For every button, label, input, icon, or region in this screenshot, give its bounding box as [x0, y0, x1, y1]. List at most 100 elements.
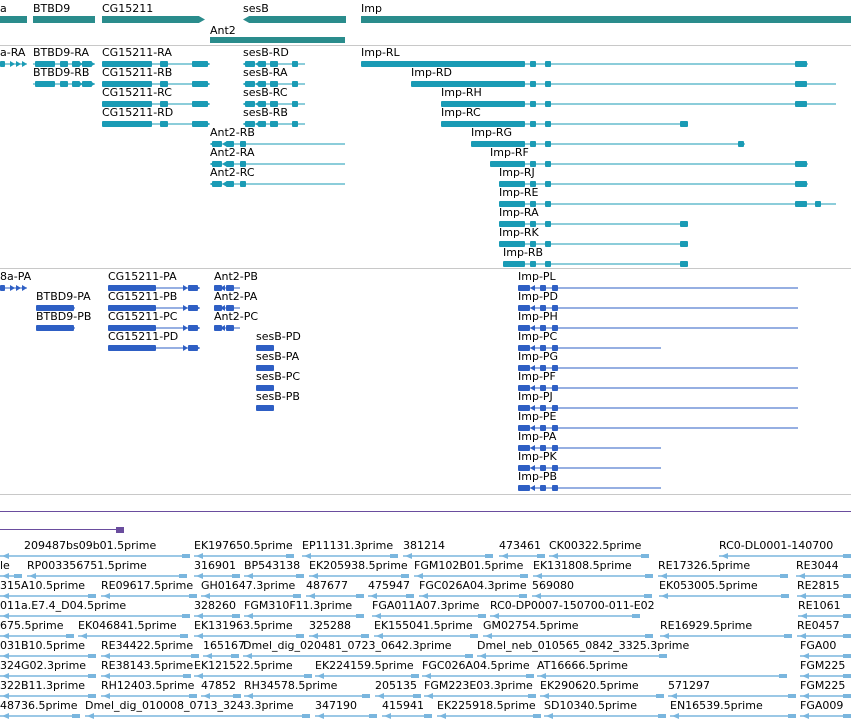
est-feature-arrow[interactable]: [317, 713, 324, 719]
est-label[interactable]: 031B10.5prime: [0, 639, 86, 652]
protein-sesb-p1-strand-arrow[interactable]: [268, 365, 273, 371]
est-feature-arrow[interactable]: [2, 653, 9, 659]
protein-label[interactable]: Imp-PE: [518, 410, 557, 423]
est-label[interactable]: 325288: [309, 619, 351, 632]
transcript-btbd9-rb-strand-arrow[interactable]: [90, 81, 95, 87]
est-label[interactable]: EK053005.5prime: [659, 579, 758, 592]
protein-label[interactable]: Imp-PD: [518, 290, 559, 303]
est-label[interactable]: 47852: [201, 679, 236, 692]
transcript-ant2-r0-strand-arrow[interactable]: [216, 141, 221, 147]
protein-label[interactable]: Imp-PF: [518, 370, 556, 383]
transcript-a-ra-exon[interactable]: [0, 61, 5, 67]
protein-imp-5-strand-arrow[interactable]: [524, 385, 529, 391]
est-feature-arrow[interactable]: [672, 713, 679, 719]
est-feature-block[interactable]: [66, 634, 74, 638]
est-label[interactable]: GM02754.5prime: [483, 619, 579, 632]
protein-sesb-p1-strand-arrow[interactable]: [256, 365, 261, 371]
transcript-sesb-r0-exon[interactable]: [270, 61, 278, 67]
protein-label[interactable]: sesB-PA: [256, 350, 300, 363]
transcript-imp-2-strand-arrow[interactable]: [447, 101, 452, 107]
est-label[interactable]: Dmel_dig_010008_0713_3243.3prime: [85, 699, 294, 712]
est-feature-block[interactable]: [519, 594, 527, 598]
est-feature-block[interactable]: [88, 594, 96, 598]
protein-sesb-p0-strand-arrow[interactable]: [262, 345, 267, 351]
est-label[interactable]: FGA009: [800, 699, 844, 712]
est-feature-arrow[interactable]: [103, 653, 110, 659]
transcript-label[interactable]: Ant2-RB: [210, 126, 255, 139]
est-label[interactable]: RE16929.5prime: [660, 619, 753, 632]
transcript-btbd9-ra-strand-arrow[interactable]: [90, 61, 95, 67]
transcript-ant2-r2-strand-arrow[interactable]: [210, 181, 215, 187]
est-feature-arrow[interactable]: [670, 693, 677, 699]
est-feature-arrow[interactable]: [485, 633, 492, 639]
protein-label[interactable]: CG15211-PD: [108, 330, 179, 343]
protein-label[interactable]: CG15211-PA: [108, 270, 177, 283]
protein-imp-7-exon[interactable]: [552, 425, 558, 431]
est-label[interactable]: 381214: [403, 539, 445, 552]
transcript-imp-3-strand-arrow[interactable]: [447, 121, 452, 127]
transcript-imp-2-strand-arrow[interactable]: [453, 101, 458, 107]
transcript-label[interactable]: sesB-RB: [243, 106, 288, 119]
protein-imp-5-strand-arrow[interactable]: [518, 385, 523, 391]
est-label[interactable]: EK225918.5prime: [437, 699, 536, 712]
est-feature-block[interactable]: [537, 554, 545, 558]
transcript-btbd9-rb-exon[interactable]: [60, 81, 68, 87]
transcript-btbd9-ra-exon[interactable]: [60, 61, 68, 67]
est-feature-arrow[interactable]: [370, 593, 377, 599]
est-feature-block[interactable]: [369, 714, 377, 718]
protein-ant2-p2-strand-arrow[interactable]: [220, 325, 225, 331]
transcript-imp-5-strand-arrow[interactable]: [490, 161, 495, 167]
transcript-a-ra-strand-arrow[interactable]: [16, 61, 21, 67]
transcript-sesb-r3-strand-arrow[interactable]: [255, 121, 260, 127]
transcript-imp-7-exon[interactable]: [815, 201, 821, 207]
transcript-imp-0-exon[interactable]: [795, 61, 807, 67]
est-feature-arrow[interactable]: [439, 713, 446, 719]
transcript-cg15211-r1-strand-arrow[interactable]: [205, 81, 210, 87]
protein-imp-8-strand-arrow[interactable]: [524, 445, 529, 451]
transcript-cg15211-r0-strand-arrow[interactable]: [205, 61, 210, 67]
protein-sesb-p0-strand-arrow[interactable]: [268, 345, 273, 351]
transcript-imp-5-exon[interactable]: [795, 161, 807, 167]
est-feature-arrow[interactable]: [802, 653, 809, 659]
est-feature-block[interactable]: [788, 714, 796, 718]
transcript-label[interactable]: Ant2-RA: [210, 146, 255, 159]
protein-cg15211-p1-strand-arrow[interactable]: [183, 305, 188, 311]
est-label[interactable]: EK131808.5prime: [533, 559, 632, 572]
protein-sesb-p0-strand-arrow[interactable]: [256, 345, 261, 351]
protein-imp-9-strand-arrow[interactable]: [530, 465, 535, 471]
est-feature-block[interactable]: [401, 574, 409, 578]
transcript-imp-2-exon[interactable]: [545, 101, 551, 107]
est-feature-arrow[interactable]: [311, 573, 318, 579]
est-label[interactable]: RH34578.5prime: [244, 679, 338, 692]
transcript-ant2-r0-strand-arrow[interactable]: [222, 141, 227, 147]
est-feature-block[interactable]: [843, 714, 851, 718]
transcript-cg15211-r2-exon[interactable]: [160, 101, 168, 107]
transcript-imp-4-strand-arrow[interactable]: [483, 141, 488, 147]
protein-sesb-p2-strand-arrow[interactable]: [268, 385, 273, 391]
protein-ant2-p2-strand-arrow[interactable]: [226, 325, 231, 331]
transcript-cg15211-r0-strand-arrow[interactable]: [199, 61, 204, 67]
transcript-a-ra-strand-arrow[interactable]: [22, 61, 27, 67]
protein-ant2-p1-strand-arrow[interactable]: [220, 305, 225, 311]
est-label[interactable]: RE1061: [798, 599, 841, 612]
est-feature-arrow[interactable]: [662, 633, 669, 639]
protein-label[interactable]: Imp-PB: [518, 470, 558, 483]
est-label[interactable]: 415941: [382, 699, 424, 712]
est-feature-block[interactable]: [413, 694, 421, 698]
est-feature-arrow[interactable]: [2, 613, 9, 619]
transcript-imp-9-strand-arrow[interactable]: [499, 241, 504, 247]
transcript-cg15211-r3-strand-arrow[interactable]: [205, 121, 210, 127]
transcript-a-ra-strand-arrow[interactable]: [10, 61, 15, 67]
est-label[interactable]: 324G02.3prime: [0, 659, 87, 672]
protein-label[interactable]: Ant2-PC: [214, 310, 259, 323]
est-label[interactable]: AT16666.5prime: [537, 659, 628, 672]
transcript-ant2-r0-strand-arrow[interactable]: [210, 141, 215, 147]
est-feature-block[interactable]: [788, 694, 796, 698]
transcript-sesb-r0-strand-arrow[interactable]: [249, 61, 254, 67]
est-feature-block[interactable]: [478, 614, 486, 618]
protein-btbd9-pa-strand-arrow[interactable]: [64, 305, 69, 311]
protein-label[interactable]: sesB-PC: [256, 370, 301, 383]
est-feature-block[interactable]: [843, 574, 851, 578]
selection-range-bar[interactable]: [0, 529, 118, 530]
protein-imp-8-exon[interactable]: [540, 445, 546, 451]
